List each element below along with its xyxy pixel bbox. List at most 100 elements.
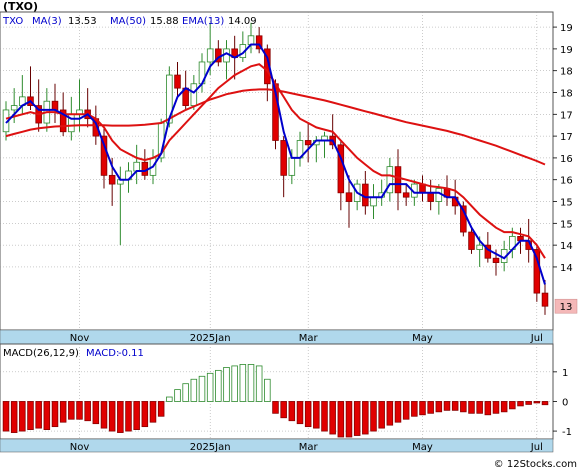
price-ytick-label: 14 xyxy=(560,241,573,252)
macd-bar xyxy=(223,367,230,402)
price-ytick-label: 15 xyxy=(560,219,573,230)
price-lines xyxy=(5,43,546,285)
legend-ema13-label: EMA(13) xyxy=(182,16,224,27)
ema13-line xyxy=(5,63,546,259)
macd-bar xyxy=(108,401,116,432)
price-xtick-label: Jul xyxy=(530,333,543,344)
macd-bar xyxy=(321,401,328,432)
macd-legend-label: MACD(26,12,9) xyxy=(3,348,79,359)
candle-body xyxy=(174,74,181,89)
legend-ticker: TXO xyxy=(2,16,23,27)
macd-legend-value-label: MACD: xyxy=(86,348,119,359)
candle-body xyxy=(460,205,467,233)
price-ytick-label: 17 xyxy=(560,132,573,143)
candle-body xyxy=(223,48,230,63)
candle-body xyxy=(345,192,353,202)
macd-bar xyxy=(166,396,173,402)
macd-bar xyxy=(76,401,83,420)
candle-body xyxy=(362,183,369,207)
macd-bar xyxy=(125,401,132,432)
macd-bar xyxy=(500,401,508,413)
candle-body xyxy=(108,174,116,185)
last-price-box xyxy=(554,298,578,314)
macd-bar xyxy=(239,364,247,402)
price-xtick-label: Nov xyxy=(70,333,90,344)
legend-ma50-value: 15.88 xyxy=(150,16,179,27)
macd-bar xyxy=(255,365,263,402)
candle-body xyxy=(100,135,108,176)
candle-body xyxy=(51,100,59,111)
macd-bar xyxy=(427,401,434,414)
macd-bar xyxy=(280,401,287,419)
macd-bar xyxy=(541,401,549,406)
last-price-label: 13 xyxy=(560,302,573,313)
legend-ma3-value: 13.53 xyxy=(68,16,97,27)
price-y-axis: 19 19 18 18 17 17 16 16 15 15 14 14 xyxy=(553,23,573,274)
macd-ytick-label: 1 xyxy=(562,368,568,379)
macd-bar xyxy=(27,401,34,430)
price-legend: TXO MA(3) 13.53 MA(50) 15.88 EMA(13) 14.… xyxy=(2,16,257,27)
macd-bar xyxy=(157,401,165,417)
price-panel xyxy=(0,11,554,331)
candle-body xyxy=(492,257,500,263)
macd-bar xyxy=(59,401,67,423)
macd-bar xyxy=(247,364,255,402)
macd-panel xyxy=(0,343,554,440)
macd-bar xyxy=(525,401,532,405)
legend-ma50-label: MA(50) xyxy=(110,16,146,27)
macd-bar xyxy=(370,401,377,432)
macd-bar xyxy=(353,401,361,436)
macd-xtick-label: Jul xyxy=(530,442,543,453)
macd-bar xyxy=(329,401,336,435)
macd-bar xyxy=(362,401,369,435)
macd-legend: MACD(26,12,9) MACD: -0.11 xyxy=(3,348,144,359)
macd-bar xyxy=(2,401,10,432)
candle-body xyxy=(206,48,214,63)
macd-bar xyxy=(174,389,181,402)
price-ytick-label: 16 xyxy=(560,154,573,165)
macd-bar xyxy=(533,401,541,404)
macd-bar xyxy=(10,401,18,433)
macd-x-axis: Nov2025JanMarMayJulSep xyxy=(70,442,543,453)
macd-bar xyxy=(492,401,500,414)
macd-bar xyxy=(509,401,516,410)
macd-bar xyxy=(435,401,443,413)
macd-bar xyxy=(51,401,59,428)
macd-y-axis: 1 0 -1 xyxy=(553,368,572,438)
macd-legend-value: -0.11 xyxy=(118,348,144,359)
price-ytick-label: 14 xyxy=(560,263,573,274)
macd-bar xyxy=(206,372,214,402)
macd-bar xyxy=(190,378,198,402)
macd-bar xyxy=(304,401,312,428)
candle-body xyxy=(304,140,312,146)
candle-body xyxy=(386,166,394,194)
macd-bar xyxy=(394,401,402,423)
candle-body xyxy=(247,35,255,45)
price-xtick-label: May xyxy=(412,333,433,344)
macd-bar xyxy=(264,378,271,402)
candle-body xyxy=(190,83,198,106)
macd-bar xyxy=(476,401,483,414)
candle-body xyxy=(370,196,377,207)
macd-x-axis-strip xyxy=(0,438,554,453)
chart-title: (TXO) xyxy=(3,0,38,13)
candle-body xyxy=(166,74,173,124)
macd-bar xyxy=(451,401,459,411)
macd-bar xyxy=(182,383,189,402)
macd-bar xyxy=(35,401,42,429)
price-ytick-label: 18 xyxy=(560,67,573,78)
price-x-axis: Nov2025JanMarMayJulSep xyxy=(70,333,543,344)
ma3-line xyxy=(5,43,546,285)
macd-bar xyxy=(386,401,394,426)
macd-bar xyxy=(68,401,75,420)
macd-bar xyxy=(117,401,124,433)
price-ytick-label: 15 xyxy=(560,198,573,209)
macd-bar xyxy=(149,401,157,423)
macd-bar xyxy=(288,401,296,422)
legend-ema13-value: 14.09 xyxy=(228,16,257,27)
macd-xtick-label: Nov xyxy=(70,442,90,453)
macd-ytick-label: -1 xyxy=(562,427,572,438)
macd-bar xyxy=(337,401,345,438)
candle-body xyxy=(255,35,263,50)
